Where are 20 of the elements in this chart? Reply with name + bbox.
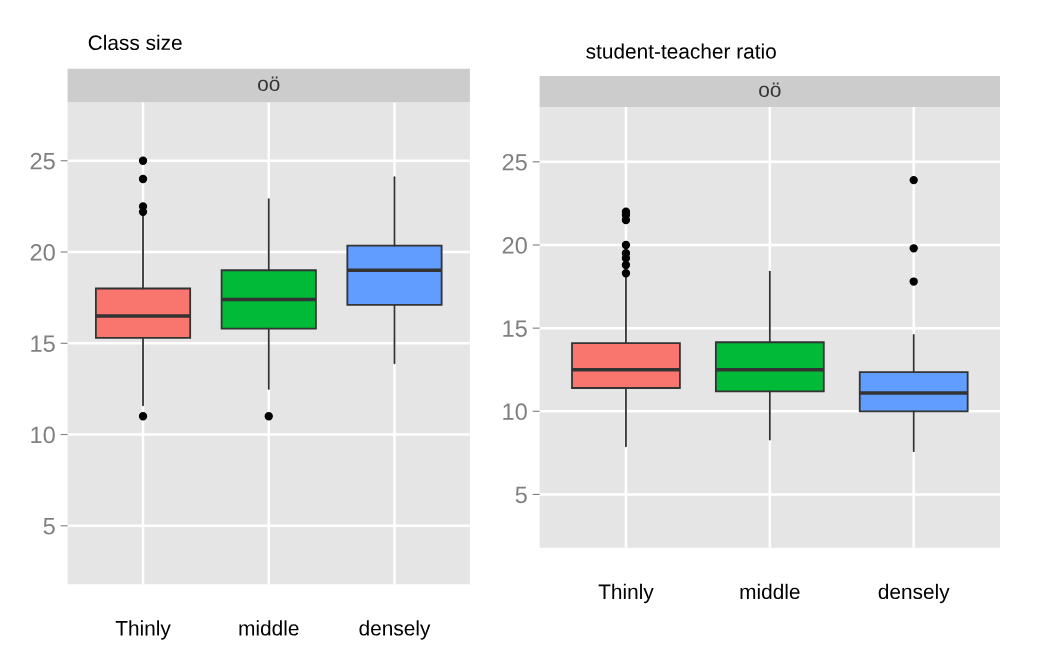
y-tick-label: 10 [31,426,55,444]
chart-subtitle: oö [759,82,781,98]
y-tick-label: 25 [30,152,55,170]
y-tick-label: 20 [30,244,55,261]
x-tick-label: densely [359,620,431,640]
y-tick-label: 15 [503,320,527,337]
y-tick-label: 15 [31,335,55,353]
y-tick-label: 20 [502,237,527,254]
y-tick-label: 25 [502,153,527,171]
x-tick-label: densely [878,583,950,604]
y-tick-label: 10 [503,403,527,421]
chart-title: Class size [88,34,182,51]
x-tick-label: Thinly [115,620,171,640]
y-tick-label: 5 [515,486,527,504]
chart-title: student-teacher ratio [586,43,776,59]
x-tick-label: middle [740,583,800,600]
chart-subtitle: oö [258,76,280,92]
x-tick-label: middle [239,620,299,636]
x-tick-label: Thinly [598,583,654,604]
y-tick-label: 5 [43,518,55,535]
